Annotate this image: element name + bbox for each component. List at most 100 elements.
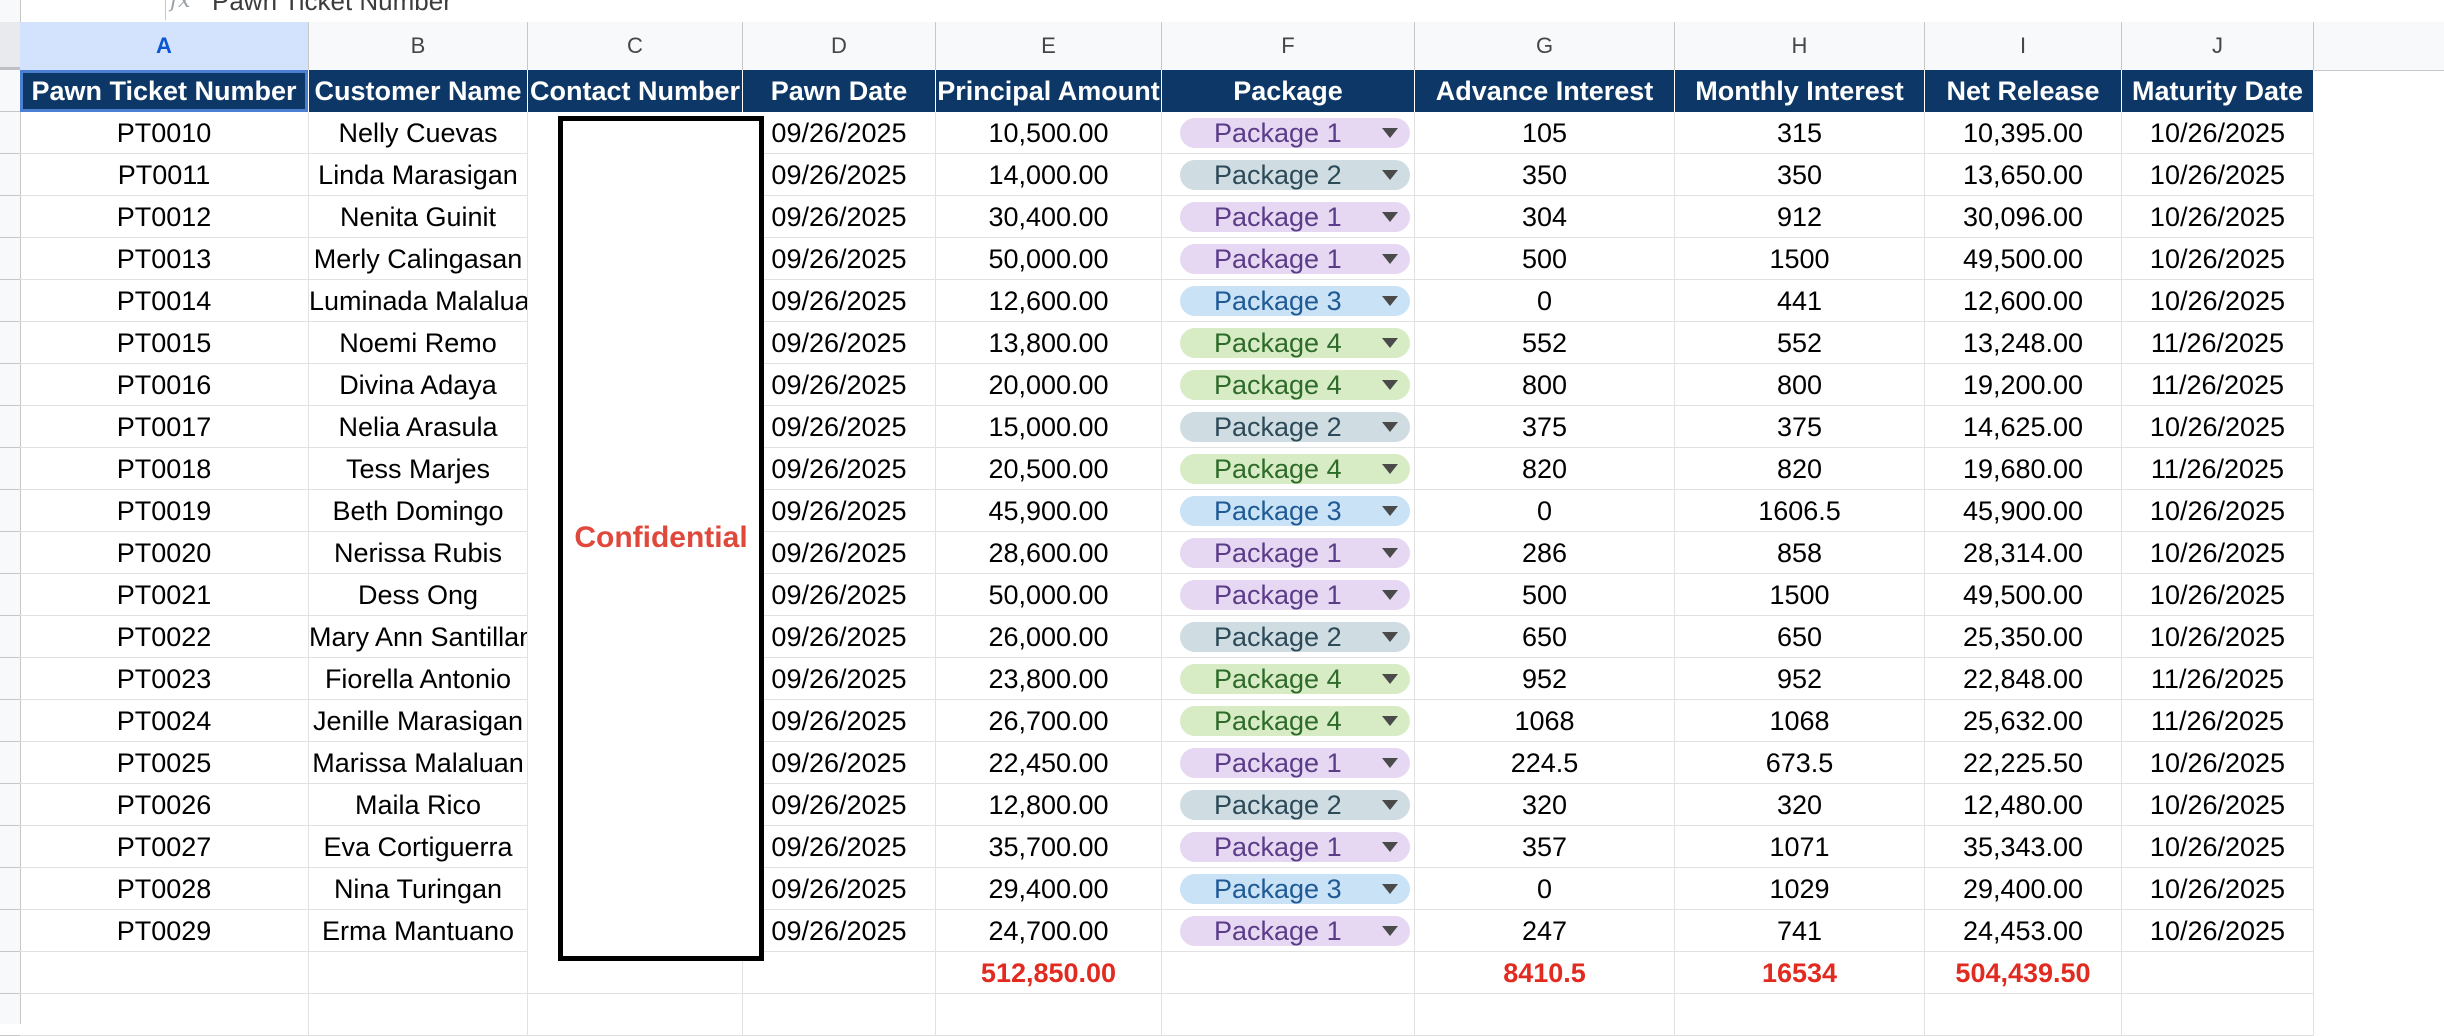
cell-customer-name[interactable]: Maila Rico xyxy=(309,784,528,826)
cell-customer-name[interactable]: Nelly Cuevas xyxy=(309,112,528,154)
cell-advance-interest[interactable]: 552 xyxy=(1415,322,1675,364)
cell-principal-amount[interactable]: 23,800.00 xyxy=(936,658,1162,700)
cell-maturity-date[interactable]: 10/26/2025 xyxy=(2122,490,2314,532)
header-cell-monthly-interest[interactable]: Monthly Interest xyxy=(1675,70,1925,112)
cell-monthly-interest[interactable]: 1606.5 xyxy=(1675,490,1925,532)
cell-pawn-date[interactable]: 09/26/2025 xyxy=(743,658,936,700)
cell-principal-amount[interactable]: 50,000.00 xyxy=(936,238,1162,280)
cell-pawn-ticket[interactable]: PT0019 xyxy=(20,490,309,532)
cell-pawn-date[interactable]: 09/26/2025 xyxy=(743,406,936,448)
dropdown-arrow-icon[interactable] xyxy=(1382,590,1398,600)
cell-package[interactable]: Package 2 xyxy=(1162,616,1415,658)
package-dropdown-chip[interactable]: Package 4 xyxy=(1180,328,1410,358)
cell-pawn-date[interactable]: 09/26/2025 xyxy=(743,910,936,952)
cell-principal-amount[interactable]: 26,700.00 xyxy=(936,700,1162,742)
package-dropdown-chip[interactable]: Package 2 xyxy=(1180,412,1410,442)
row-header[interactable] xyxy=(0,490,20,532)
cell-package[interactable]: Package 4 xyxy=(1162,658,1415,700)
cell-principal-amount[interactable]: 20,000.00 xyxy=(936,364,1162,406)
cell-monthly-interest[interactable]: 1068 xyxy=(1675,700,1925,742)
row-header[interactable] xyxy=(0,238,20,280)
cell-net-release[interactable]: 45,900.00 xyxy=(1925,490,2122,532)
cell-principal-amount[interactable]: 20,500.00 xyxy=(936,448,1162,490)
cell-maturity-date[interactable]: 11/26/2025 xyxy=(2122,448,2314,490)
cell-principal-amount[interactable]: 28,600.00 xyxy=(936,532,1162,574)
dropdown-arrow-icon[interactable] xyxy=(1382,254,1398,264)
empty-cell[interactable] xyxy=(1415,994,1675,1036)
cell-net-release[interactable]: 10,395.00 xyxy=(1925,112,2122,154)
select-all-corner[interactable] xyxy=(0,22,20,70)
cell-maturity-date[interactable]: 10/26/2025 xyxy=(2122,154,2314,196)
row-header[interactable] xyxy=(0,658,20,700)
cell-customer-name[interactable]: Fiorella Antonio xyxy=(309,658,528,700)
cell-pawn-ticket[interactable]: PT0015 xyxy=(20,322,309,364)
package-dropdown-chip[interactable]: Package 1 xyxy=(1180,832,1410,862)
dropdown-arrow-icon[interactable] xyxy=(1382,506,1398,516)
cell-advance-interest[interactable]: 0 xyxy=(1415,490,1675,532)
empty-cell[interactable] xyxy=(1162,994,1415,1036)
cell-monthly-interest[interactable]: 1071 xyxy=(1675,826,1925,868)
header-cell-advance-interest[interactable]: Advance Interest xyxy=(1415,70,1675,112)
cell-pawn-ticket[interactable]: PT0020 xyxy=(20,532,309,574)
cell-pawn-ticket[interactable]: PT0022 xyxy=(20,616,309,658)
cell-pawn-ticket[interactable]: PT0017 xyxy=(20,406,309,448)
cell-customer-name[interactable]: Luminada Malaluan xyxy=(309,280,528,322)
package-dropdown-chip[interactable]: Package 2 xyxy=(1180,160,1410,190)
cell-customer-name[interactable]: Merly Calingasan xyxy=(309,238,528,280)
cell-advance-interest[interactable]: 304 xyxy=(1415,196,1675,238)
cell-principal-amount[interactable]: 26,000.00 xyxy=(936,616,1162,658)
empty-cell[interactable] xyxy=(936,994,1162,1036)
cell-net-release[interactable]: 30,096.00 xyxy=(1925,196,2122,238)
package-dropdown-chip[interactable]: Package 4 xyxy=(1180,454,1410,484)
cell-package[interactable]: Package 1 xyxy=(1162,196,1415,238)
row-header[interactable] xyxy=(0,868,20,910)
cell-customer-name[interactable]: Jenille Marasigan xyxy=(309,700,528,742)
cell-package[interactable]: Package 1 xyxy=(1162,238,1415,280)
row-header[interactable] xyxy=(0,70,20,112)
cell-package[interactable]: Package 3 xyxy=(1162,490,1415,532)
total-net-release[interactable]: 504,439.50 xyxy=(1925,952,2122,994)
column-header-b[interactable]: B xyxy=(309,22,528,70)
column-header-f[interactable]: F xyxy=(1162,22,1415,70)
cell-customer-name[interactable]: Nelia Arasula xyxy=(309,406,528,448)
package-dropdown-chip[interactable]: Package 2 xyxy=(1180,790,1410,820)
column-header-i[interactable]: I xyxy=(1925,22,2122,70)
header-cell-principal-amount[interactable]: Principal Amount xyxy=(936,70,1162,112)
header-cell-net-release[interactable]: Net Release xyxy=(1925,70,2122,112)
cell-pawn-date[interactable]: 09/26/2025 xyxy=(743,700,936,742)
row-header[interactable] xyxy=(0,700,20,742)
cell-maturity-date[interactable]: 10/26/2025 xyxy=(2122,574,2314,616)
empty-cell[interactable] xyxy=(743,994,936,1036)
cell-net-release[interactable]: 14,625.00 xyxy=(1925,406,2122,448)
cell-pawn-date[interactable]: 09/26/2025 xyxy=(743,742,936,784)
formula-bar[interactable]: fx Pawn Ticket Number xyxy=(0,0,2444,23)
total-advance-interest[interactable]: 8410.5 xyxy=(1415,952,1675,994)
cell-package[interactable]: Package 2 xyxy=(1162,154,1415,196)
cell-principal-amount[interactable]: 29,400.00 xyxy=(936,868,1162,910)
column-header-e[interactable]: E xyxy=(936,22,1162,70)
cell-maturity-date[interactable]: 10/26/2025 xyxy=(2122,910,2314,952)
cell-pawn-date[interactable]: 09/26/2025 xyxy=(743,532,936,574)
cell-advance-interest[interactable]: 0 xyxy=(1415,868,1675,910)
cell-monthly-interest[interactable]: 820 xyxy=(1675,448,1925,490)
cell-package[interactable]: Package 1 xyxy=(1162,910,1415,952)
empty-cell[interactable] xyxy=(2122,952,2314,994)
cell-advance-interest[interactable]: 350 xyxy=(1415,154,1675,196)
cell-principal-amount[interactable]: 14,000.00 xyxy=(936,154,1162,196)
empty-cell[interactable] xyxy=(1925,994,2122,1036)
row-header[interactable] xyxy=(0,196,20,238)
cell-net-release[interactable]: 22,225.50 xyxy=(1925,742,2122,784)
cell-net-release[interactable]: 25,632.00 xyxy=(1925,700,2122,742)
cell-package[interactable]: Package 2 xyxy=(1162,406,1415,448)
header-cell-maturity-date[interactable]: Maturity Date xyxy=(2122,70,2314,112)
empty-cell[interactable] xyxy=(1675,994,1925,1036)
package-dropdown-chip[interactable]: Package 1 xyxy=(1180,580,1410,610)
row-header[interactable] xyxy=(0,910,20,952)
dropdown-arrow-icon[interactable] xyxy=(1382,212,1398,222)
cell-monthly-interest[interactable]: 952 xyxy=(1675,658,1925,700)
dropdown-arrow-icon[interactable] xyxy=(1382,296,1398,306)
row-header[interactable] xyxy=(0,742,20,784)
dropdown-arrow-icon[interactable] xyxy=(1382,548,1398,558)
package-dropdown-chip[interactable]: Package 4 xyxy=(1180,664,1410,694)
row-header[interactable] xyxy=(0,574,20,616)
